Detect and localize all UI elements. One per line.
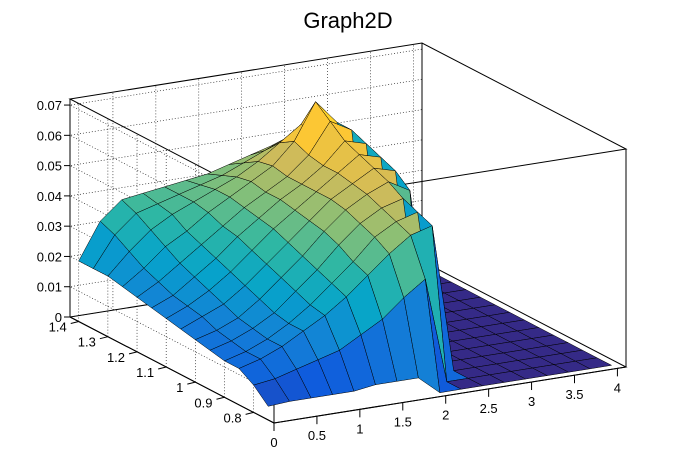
x-tick-label: 3 (528, 394, 535, 409)
surface-plot (78, 101, 613, 407)
z-tick-label: 0.05 (37, 159, 62, 174)
x-tick-label: 3.5 (565, 387, 583, 402)
z-tick-label: 0.04 (37, 189, 62, 204)
y-tick-label: 1.1 (136, 365, 154, 380)
y-tick-label: 0.9 (194, 395, 212, 410)
y-tick-mark (99, 336, 109, 340)
y-tick-mark (187, 381, 196, 385)
surface-cell (574, 357, 613, 370)
z-tick-label: 0.02 (37, 249, 62, 264)
y-tick-label: 1 (176, 380, 183, 395)
y-tick-mark (128, 351, 138, 355)
x-tick-label: 2 (442, 408, 449, 423)
x-tick-label: 0.5 (308, 428, 326, 443)
box-front-edge (273, 366, 627, 424)
box-top (68, 42, 628, 206)
x-tick-label: 4 (614, 380, 621, 395)
box-front-edge (69, 316, 275, 424)
z-tick-label: 0.07 (37, 98, 62, 113)
y-tick-label: 1.2 (107, 350, 125, 365)
y-tick-mark (245, 411, 254, 415)
z-tick-label: 0.03 (37, 219, 62, 234)
y-tick-label: 1.3 (78, 335, 96, 350)
z-tick-label: 0.06 (37, 128, 62, 143)
y-tick-mark (216, 396, 225, 400)
z-tick-label: 0.01 (37, 280, 62, 295)
axis-ticks: 0 0.5 1 1.5 2 2.5 3 3.5 40.80.911.11.21.31.400.0… (37, 98, 621, 450)
axis-box-front (69, 149, 627, 424)
x-tick-label: 2.5 (480, 401, 498, 416)
y-tick-mark (158, 366, 167, 370)
y-tick-label: 0.8 (224, 410, 242, 425)
x-tick-label: 1 (356, 421, 363, 436)
y-tick-mark (70, 321, 79, 325)
x-tick-label: 0 (270, 435, 277, 450)
x-tick-label: 1.5 (394, 415, 412, 430)
y-tick-label: 1.4 (49, 320, 67, 335)
z-tick-label: 0 (55, 310, 62, 325)
chart-title: Graph2D (303, 8, 392, 33)
